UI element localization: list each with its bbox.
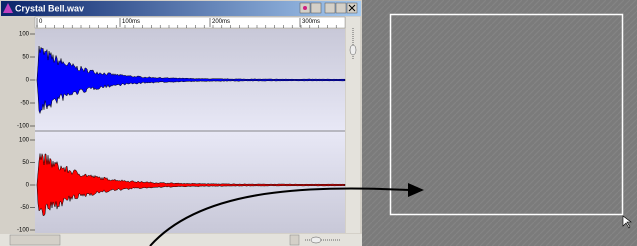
ruler-label: 300ms <box>302 19 320 25</box>
scale-label: -100 <box>17 228 30 234</box>
ruler-label: 200ms <box>212 19 230 25</box>
title-buttons <box>300 3 357 13</box>
zoom-slider[interactable] <box>311 237 321 243</box>
scroll-right-button[interactable] <box>290 235 299 245</box>
record-icon <box>303 6 307 10</box>
vzoom-slider[interactable] <box>350 45 356 55</box>
ruler-label: 100ms <box>122 19 140 25</box>
scroll-thumb[interactable] <box>10 235 60 245</box>
minimize-button[interactable] <box>325 3 335 13</box>
scale-label: -50 <box>20 101 29 107</box>
maximize-button[interactable] <box>336 3 346 13</box>
page: Crystal Bell.wav 0100ms200ms300ms100500-… <box>0 0 637 246</box>
screen: Crystal Bell.wav 0100ms200ms300ms100500-… <box>0 0 637 246</box>
scale-label: -50 <box>20 205 29 211</box>
scale-label: 50 <box>22 160 29 166</box>
time-ruler <box>35 17 345 28</box>
scale-label: 100 <box>19 138 30 144</box>
window-title: Crystal Bell.wav <box>15 3 84 13</box>
scale-label: 100 <box>19 32 30 38</box>
scale-label: 50 <box>22 55 29 61</box>
scale-label: -100 <box>17 124 30 130</box>
collapse-button[interactable] <box>311 3 321 13</box>
desktop-area <box>362 0 637 246</box>
